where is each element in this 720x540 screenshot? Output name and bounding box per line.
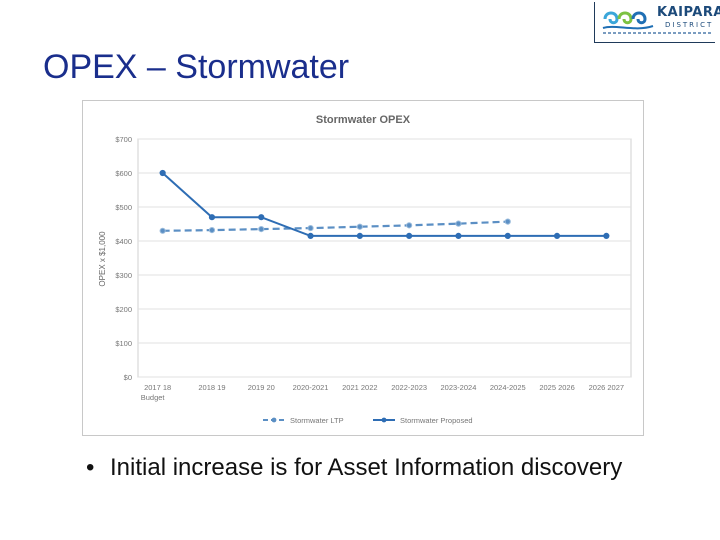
bullet-text: Initial increase is for Asset Informatio… <box>110 454 623 481</box>
x-tick-label: 2026 2027 <box>589 383 624 392</box>
data-point <box>307 224 314 232</box>
series-line-proposed <box>161 172 607 237</box>
y-tick-label: $0 <box>124 373 132 382</box>
logo-name: KAIPARA <box>657 5 720 20</box>
legend-marker <box>271 417 277 423</box>
data-point <box>504 232 511 239</box>
y-tick-label: $600 <box>115 169 132 178</box>
y-tick-label: $100 <box>115 339 132 348</box>
data-point <box>406 222 413 229</box>
bullet-marker: • <box>86 454 95 481</box>
plot-area <box>137 138 632 378</box>
y-tick-label: $500 <box>115 203 132 212</box>
chart-title: Stormwater OPEX <box>316 114 411 126</box>
y-tick-label: $300 <box>115 271 132 280</box>
y-tick-label: $200 <box>115 305 132 314</box>
data-point <box>159 169 166 177</box>
series-line-ltp <box>162 220 508 232</box>
data-point <box>356 232 363 239</box>
data-point <box>455 220 462 227</box>
x-tick-label: 2025 2026 <box>539 383 574 392</box>
data-point <box>553 232 561 239</box>
logo-tagline-mark <box>603 32 711 34</box>
x-tick-label: 2023-2024 <box>441 383 477 392</box>
data-point <box>406 232 413 239</box>
opex-line-chart: Stormwater OPEX $0 $100 $200 $300 $400 $500 $6… <box>98 114 632 425</box>
legend-marker <box>381 417 387 423</box>
x-tick-label: 2017 18 Budget <box>141 383 171 402</box>
logo-subtitle: DISTRICT <box>665 21 714 29</box>
y-tick-label: $400 <box>115 237 132 246</box>
data-point <box>258 226 265 233</box>
x-tick-label: 2020-2021 <box>293 383 329 392</box>
data-point <box>356 223 363 230</box>
y-tick-label: $700 <box>115 135 132 144</box>
data-point <box>455 232 462 239</box>
x-tick-label: 2018 19 <box>198 383 225 392</box>
data-point <box>258 214 265 221</box>
legend-label: Stormwater Proposed <box>400 416 473 425</box>
kaipara-logo: KAIPARA DISTRICT <box>594 2 720 43</box>
slide-title: OPEX – Stormwater <box>43 48 350 86</box>
data-point <box>208 214 216 221</box>
data-point <box>307 232 314 239</box>
legend-label: Stormwater LTP <box>290 416 344 425</box>
data-point <box>208 227 216 234</box>
x-tick-label: 2022-2023 <box>391 383 427 392</box>
data-point <box>504 218 511 225</box>
x-tick-label: 2021 2022 <box>342 383 377 392</box>
y-axis-label: OPEX x $1,000 <box>98 231 107 287</box>
swirl-logo-icon <box>602 11 654 30</box>
x-tick-label: 2019 20 <box>248 383 275 392</box>
data-point <box>603 232 610 239</box>
chart-frame: Stormwater OPEX $0 $100 $200 $300 $400 $500 $6… <box>82 100 644 436</box>
data-point <box>159 227 166 234</box>
x-tick-label: 2024-2025 <box>490 383 526 392</box>
